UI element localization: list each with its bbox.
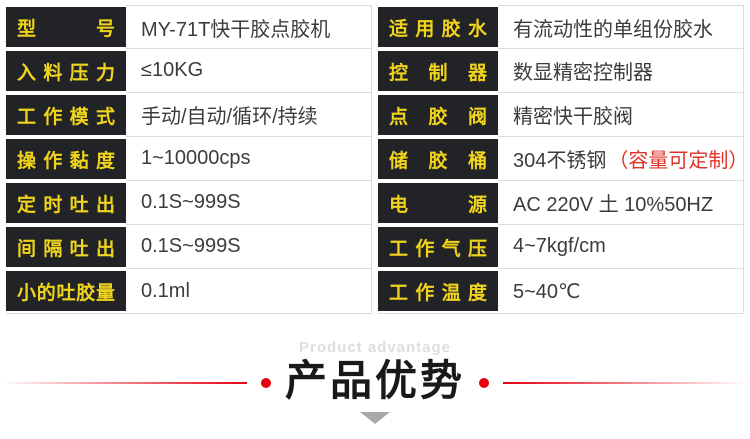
spec-label-text: 工作温度 [389, 282, 487, 304]
spec-value-text: 手动/自动/循环/持续 [141, 106, 318, 128]
spec-value-text: 数显精密控制器 [513, 62, 653, 84]
spec-label: 储 胶 桶 [378, 139, 498, 179]
spec-value: 数显精密控制器 [498, 49, 743, 93]
red-dot-icon [261, 378, 271, 388]
spec-value: 有流动性的单组份胶水 [498, 5, 743, 49]
spec-value: 0.1S~999S [126, 181, 371, 225]
spec-value: AC 220V 土 10%50HZ [498, 181, 743, 225]
spec-value-text: 1~10000cps [141, 147, 251, 169]
spec-label: 入料压力 [6, 51, 126, 91]
section-title-banner: 产品优势 [0, 358, 750, 408]
table-row: 小的吐胶量 0.1ml [6, 269, 371, 313]
table-row: 工作温度 5~40℃ [378, 269, 743, 313]
spec-value-text: 5~40℃ [513, 280, 581, 303]
divider-line-right [503, 382, 750, 384]
spec-label: 间隔吐出 [6, 227, 126, 267]
table-row: 工作模式 手动/自动/循环/持续 [6, 93, 371, 137]
spec-value: 1~10000cps [126, 137, 371, 181]
spec-tables: 型 号 MY-71T快干胶点胶机 入料压力 ≤10KG 工作模式 手动/自动/循… [6, 5, 748, 314]
spec-label: 工作气压 [378, 227, 498, 267]
spec-value-text: 304不锈钢 [513, 150, 607, 172]
spec-value-text: 4~7kgf/cm [513, 235, 606, 257]
table-row: 适用胶水 有流动性的单组份胶水 [378, 5, 743, 49]
spec-label: 控 制 器 [378, 51, 498, 91]
spec-value-text: ≤10KG [141, 59, 204, 81]
spec-value: 304不锈钢 （容量可定制） [498, 137, 748, 181]
spec-label-text: 点 胶 阀 [389, 106, 487, 128]
section-subtitle: Product advantage [298, 339, 452, 356]
table-row: 工作气压 4~7kgf/cm [378, 225, 743, 269]
spec-value-text: 0.1S~999S [141, 235, 241, 257]
spec-value-text: 精密快干胶阀 [513, 106, 633, 128]
table-row: 入料压力 ≤10KG [6, 49, 371, 93]
section-header: Product advantage 产品优势 [0, 339, 750, 424]
table-row: 型 号 MY-71T快干胶点胶机 [6, 5, 371, 49]
spec-label-text: 间隔吐出 [17, 238, 115, 260]
spec-label: 型 号 [6, 7, 126, 47]
spec-value: 精密快干胶阀 [498, 93, 743, 137]
table-row: 控 制 器 数显精密控制器 [378, 49, 743, 93]
spec-value-text: MY-71T快干胶点胶机 [141, 18, 331, 41]
table-row: 储 胶 桶 304不锈钢 （容量可定制） [378, 137, 748, 181]
spec-label-text: 控 制 器 [389, 62, 487, 84]
spec-value: 0.1S~999S [126, 225, 371, 269]
spec-label: 定时吐出 [6, 183, 126, 223]
spec-table-left: 型 号 MY-71T快干胶点胶机 入料压力 ≤10KG 工作模式 手动/自动/循… [6, 5, 372, 314]
spec-value-text: 有流动性的单组份胶水 [513, 18, 713, 41]
spec-label: 点 胶 阀 [378, 95, 498, 135]
spec-label-text: 小的吐胶量 [17, 282, 115, 304]
table-row: 电 源 AC 220V 土 10%50HZ [378, 181, 743, 225]
spec-label: 小的吐胶量 [6, 271, 126, 311]
spec-label: 工作温度 [378, 271, 498, 311]
section-title: 产品优势 [285, 357, 466, 404]
table-row: 操作黏度 1~10000cps [6, 137, 371, 181]
spec-label-text: 操作黏度 [17, 150, 115, 172]
spec-label: 适用胶水 [378, 7, 498, 47]
spec-label-text: 定时吐出 [17, 194, 115, 216]
spec-label: 电 源 [378, 183, 498, 223]
spec-value-text: 0.1S~999S [141, 191, 241, 213]
spec-table-right: 适用胶水 有流动性的单组份胶水 控 制 器 数显精密控制器 点 胶 阀 精密快干… [378, 5, 748, 314]
spec-value: 4~7kgf/cm [498, 225, 743, 269]
divider-line-left [0, 382, 247, 384]
spec-value-text: 0.1ml [141, 279, 190, 302]
spec-value: 手动/自动/循环/持续 [126, 93, 371, 137]
spec-label: 工作模式 [6, 95, 126, 135]
spec-label-text: 储 胶 桶 [389, 150, 487, 172]
spec-value: 5~40℃ [498, 269, 743, 313]
spec-value: MY-71T快干胶点胶机 [126, 5, 371, 49]
spec-label-text: 入料压力 [17, 62, 115, 84]
spec-label-text: 型 号 [17, 18, 115, 40]
table-row: 定时吐出 0.1S~999S [6, 181, 371, 225]
spec-label-text: 工作气压 [389, 238, 487, 260]
table-row: 间隔吐出 0.1S~999S [6, 225, 371, 269]
spec-label-text: 电 源 [389, 194, 487, 216]
spec-value: 0.1ml [126, 269, 371, 313]
red-dot-icon [479, 378, 490, 388]
spec-value-note: （容量可定制） [608, 150, 749, 172]
spec-label-text: 工作模式 [17, 106, 115, 128]
spec-value: ≤10KG [126, 49, 371, 93]
chevron-down-icon [360, 412, 390, 424]
table-row: 点 胶 阀 精密快干胶阀 [378, 93, 743, 137]
spec-label: 操作黏度 [6, 139, 126, 179]
spec-label-text: 适用胶水 [389, 18, 487, 40]
spec-value-text: AC 220V 土 10%50HZ [513, 194, 714, 216]
